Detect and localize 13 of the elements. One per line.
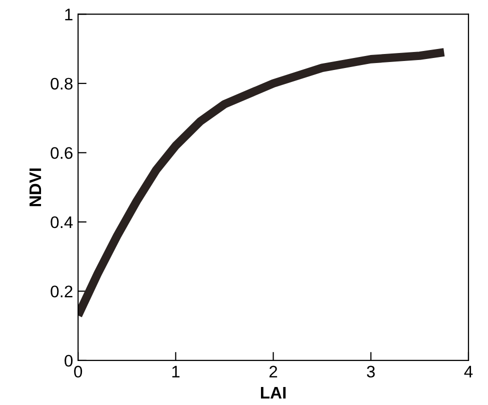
y-tick-label: 0.8 <box>50 78 72 90</box>
x-tick-label: 4 <box>464 366 473 378</box>
x-tick-label: 2 <box>269 366 278 378</box>
y-tick-label: 0.6 <box>50 147 72 159</box>
y-axis-title: NDVI <box>30 168 42 206</box>
y-tick-label: 0.2 <box>50 286 72 298</box>
y-tick-label: 1 <box>65 8 72 20</box>
x-tick-label: 1 <box>172 366 180 378</box>
y-tick-label: 0 <box>64 354 73 367</box>
x-tick-label: 0 <box>74 366 82 378</box>
x-axis-title: LAI <box>260 387 286 398</box>
x-tick-label: 3 <box>366 366 375 378</box>
y-tick-label: 0.4 <box>50 216 73 228</box>
